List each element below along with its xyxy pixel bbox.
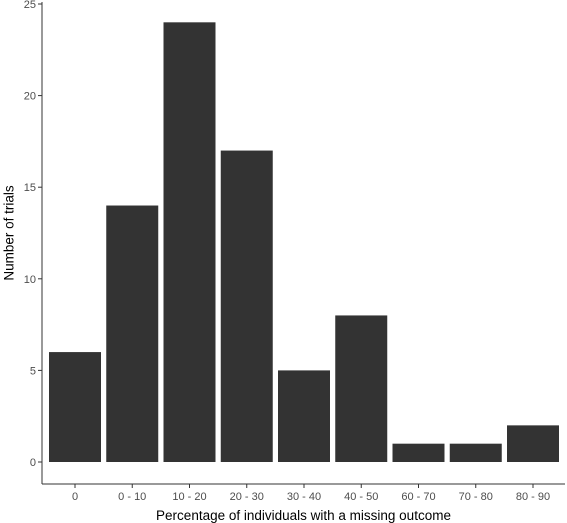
x-tick-label: 0 <box>72 491 78 503</box>
bar-0 <box>49 352 101 462</box>
y-axis-title: Number of trials <box>2 185 17 281</box>
bar-5 <box>335 315 388 462</box>
y-tick-label: 0 <box>30 457 36 469</box>
bar-3 <box>220 150 273 462</box>
y-ticks-group: 0 5 10 15 20 25 <box>24 0 42 469</box>
bar-6 <box>392 443 445 462</box>
y-tick-label: 10 <box>24 274 36 286</box>
x-tick-label: 40 - 50 <box>344 491 378 503</box>
bar-1 <box>106 205 159 462</box>
y-tick-label: 25 <box>24 0 36 11</box>
bar-8 <box>507 425 559 462</box>
bar-2 <box>163 22 216 462</box>
x-ticks-group: 0 0 - 10 10 - 20 20 - 30 30 - 40 40 - 50 60 - … <box>72 484 550 503</box>
y-tick-label: 15 <box>24 182 36 194</box>
x-tick-label: 60 - 70 <box>401 491 435 503</box>
x-axis-title: Percentage of individuals with a missing… <box>156 508 451 523</box>
x-tick-label: 0 - 10 <box>118 491 146 503</box>
x-tick-label: 70 - 80 <box>459 491 493 503</box>
x-tick-label: 80 - 90 <box>516 491 550 503</box>
bar-7 <box>449 443 502 462</box>
x-tick-label: 10 - 20 <box>172 491 206 503</box>
y-tick-label: 5 <box>30 365 36 377</box>
x-tick-label: 20 - 30 <box>230 491 264 503</box>
x-tick-label: 30 - 40 <box>287 491 321 503</box>
bar-4 <box>278 370 330 462</box>
y-tick-label: 20 <box>24 91 36 103</box>
bars-group <box>49 22 559 462</box>
